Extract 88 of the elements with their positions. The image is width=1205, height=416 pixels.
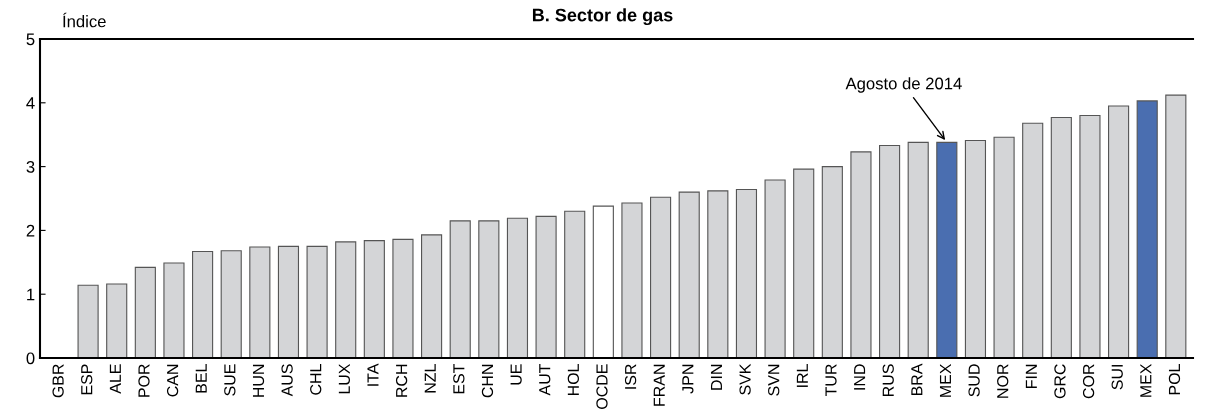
bar — [249, 246, 271, 358]
bar — [363, 240, 385, 358]
x-tick-label: FIN — [1025, 364, 1037, 388]
y-axis-title: Índice — [63, 12, 106, 28]
bar — [879, 144, 901, 358]
bar — [707, 190, 729, 358]
x-tick-label: POR — [138, 364, 150, 397]
bar — [77, 284, 99, 358]
y-tick-label: 3 — [26, 161, 35, 173]
bar — [306, 245, 328, 358]
x-tick-label: COR — [1082, 364, 1095, 399]
y-tick-label: 2 — [26, 224, 35, 237]
x-tick-label: SUE — [224, 364, 236, 396]
bar — [793, 168, 815, 358]
x-tick-label: MEX — [939, 363, 951, 397]
bar — [392, 238, 414, 358]
annotation: Agosto de 2014 — [845, 77, 962, 93]
bar — [735, 189, 758, 358]
x-tick-label: EST — [453, 363, 465, 394]
bar — [192, 250, 214, 358]
bar — [134, 266, 156, 358]
x-tick-label: AUT — [539, 363, 551, 396]
x-tick-label: ITA — [367, 363, 379, 386]
x-tick-label: HUN — [252, 364, 265, 397]
x-tick-label: HOL — [567, 364, 579, 396]
x-tick-label: CHL — [310, 364, 322, 395]
bar — [1165, 94, 1187, 358]
x-tick-label: SVN — [768, 364, 780, 396]
x-tick-label: IRL — [796, 364, 808, 387]
bar — [964, 139, 987, 358]
x-tick-label: CAN — [166, 364, 179, 397]
bar — [936, 141, 958, 358]
bar — [506, 217, 529, 358]
x-tick-label: DIN — [710, 364, 722, 390]
x-tick-label: BEL — [195, 364, 207, 393]
x-tick-label: RUS — [882, 364, 894, 396]
chart-title: B. Sector de gas — [532, 8, 673, 26]
bar — [678, 191, 700, 358]
bar — [821, 166, 843, 358]
x-tick-label: SUD — [968, 364, 980, 397]
bar — [621, 202, 643, 358]
x-tick-label: GBR — [52, 364, 64, 398]
x-tick-label: MEX — [1140, 363, 1152, 397]
bar — [1136, 100, 1158, 358]
x-tick-label: UE — [510, 364, 522, 385]
bar — [993, 136, 1015, 358]
x-tick-label: NZL — [424, 364, 436, 393]
x-tick-label: SVK — [739, 363, 751, 395]
bar — [764, 179, 786, 358]
bar — [1108, 105, 1130, 358]
bar — [449, 220, 471, 358]
bar — [650, 196, 672, 358]
x-tick-label: FRAN — [653, 364, 665, 406]
bar — [535, 215, 557, 358]
x-tick-label: ISR — [624, 364, 637, 389]
bar — [907, 141, 929, 358]
bar — [421, 234, 443, 358]
x-tick-label: ESP — [81, 364, 93, 395]
x-tick-label: CHN — [481, 364, 494, 398]
x-tick-label: BRA — [911, 363, 923, 396]
bar — [1022, 122, 1044, 358]
x-tick-label: IND — [854, 364, 866, 390]
bar — [335, 241, 357, 358]
x-tick-label: JPN — [682, 364, 694, 394]
y-tick-label: 0 — [26, 352, 35, 365]
bar — [1050, 116, 1072, 358]
x-tick-label: AUS — [281, 364, 293, 397]
bar — [850, 151, 872, 358]
bar — [163, 262, 185, 358]
x-tick-label: GRC — [1054, 364, 1066, 399]
bar — [592, 205, 614, 358]
bar — [220, 250, 242, 358]
x-tick-label: POL — [1168, 364, 1181, 395]
y-tick-label: 4 — [26, 97, 35, 109]
bar — [277, 245, 300, 358]
x-tick-label: SUI — [1111, 365, 1123, 390]
bar — [564, 210, 586, 358]
bar — [106, 283, 128, 358]
x-tick-label: LUX — [338, 363, 350, 394]
y-tick-label: 1 — [27, 288, 35, 301]
bar — [1079, 115, 1101, 358]
x-tick-label: RCH — [395, 364, 408, 397]
x-tick-label: OCDE — [596, 364, 608, 409]
x-tick-label: ALE — [109, 364, 121, 394]
x-tick-label: TUR — [825, 364, 837, 397]
bar — [478, 220, 500, 358]
x-tick-label: NOR — [997, 364, 1009, 398]
y-tick-label: 5 — [26, 33, 35, 46]
